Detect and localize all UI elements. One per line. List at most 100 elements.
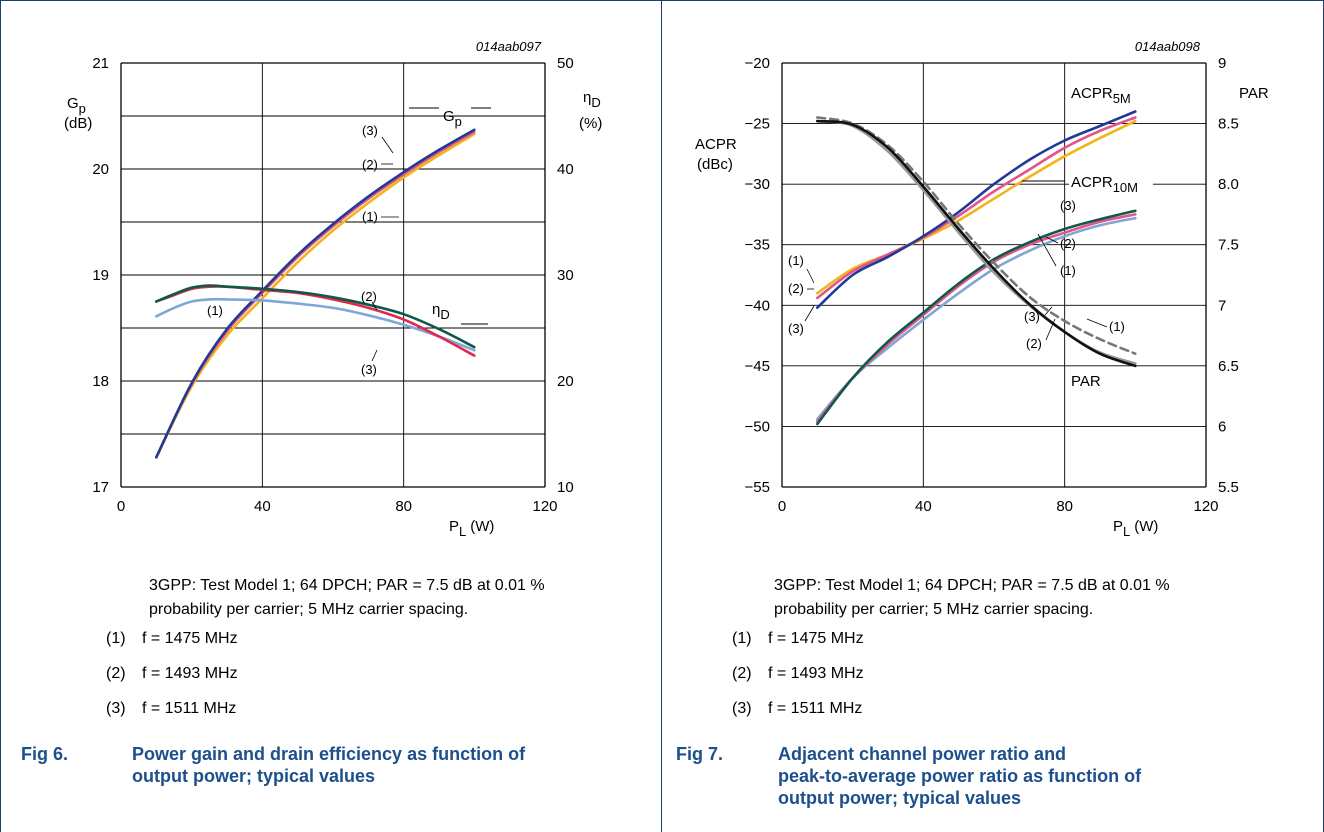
gain-efficiency-chart: 0 40 80 120 21 20 19 18 17 50 40 30 20 10 014aab097…: [64, 39, 602, 539]
legend: (1) f = 1475 MHz (2) f = 1493 MHz (3) f = 1…: [106, 628, 238, 733]
marker: (3): [1024, 309, 1040, 324]
grid: [120, 62, 546, 488]
left-tick-label: −40: [745, 297, 770, 314]
marker: (3): [362, 123, 378, 138]
x-tick-label: 120: [532, 498, 557, 515]
x-tick-label: 40: [254, 498, 271, 515]
right-axis-label: ηD: [583, 89, 601, 110]
marker: (1): [788, 253, 804, 268]
right-tick-label: 40: [557, 161, 574, 178]
marker: (1): [1060, 263, 1076, 278]
series-line: [155, 285, 476, 357]
figure-title-line: output power; typical values: [778, 788, 1022, 808]
eta-curve-label: ηD: [432, 301, 450, 322]
acpr10m-curve-label: ACPR10M: [1071, 174, 1138, 195]
left-tick-label: −45: [745, 358, 770, 375]
x-tick-label: 40: [915, 498, 932, 515]
left-tick-label: −30: [745, 176, 770, 193]
right-tick-label: 7.5: [1218, 237, 1239, 254]
right-axis-label: PAR: [1239, 85, 1269, 102]
par-curve-label: PAR: [1071, 373, 1101, 390]
marker: (2): [1060, 236, 1076, 251]
marker: (1): [1109, 319, 1125, 334]
series-line: [816, 119, 1137, 368]
figure-label: Fig 7.: [676, 744, 724, 764]
series-line: [816, 110, 1137, 309]
marker: (1): [207, 303, 223, 318]
left-tick-label: 17: [92, 479, 109, 496]
right-tick-labels: 50 40 30 20 10: [557, 55, 574, 496]
left-tick-labels: −20 −25 −30 −35 −40 −45 −50 −55: [745, 55, 770, 496]
right-tick-label: 10: [557, 479, 574, 496]
right-tick-label: 8.5: [1218, 116, 1239, 133]
marker: (1): [362, 209, 378, 224]
series-line: [816, 116, 1137, 355]
right-tick-label: 6: [1218, 418, 1226, 435]
left-axis-unit: (dB): [64, 115, 92, 132]
left-tick-label: 19: [92, 267, 109, 284]
left-tick-label: 21: [92, 55, 109, 72]
series-group: [155, 128, 476, 459]
left-axis-unit: (dBc): [697, 156, 733, 173]
series-line: [155, 128, 476, 459]
caption-line: 3GPP: Test Model 1; 64 DPCH; PAR = 7.5 d…: [149, 577, 545, 594]
chart-caption: 3GPP: Test Model 1; 64 DPCH; PAR = 7.5 d…: [774, 574, 1170, 622]
series-line: [155, 132, 476, 459]
legend-item: (2) f = 1493 MHz: [732, 665, 864, 682]
legend-item: (3) f = 1511 MHz: [732, 700, 863, 717]
left-tick-label: −20: [745, 55, 770, 72]
right-tick-label: 8.0: [1218, 176, 1239, 193]
marker: (2): [361, 289, 377, 304]
left-tick-label: −35: [745, 237, 770, 254]
marker: (3): [361, 362, 377, 377]
legend-item: (3) f = 1511 MHz: [106, 700, 237, 717]
series-line: [816, 209, 1137, 426]
marker: (2): [788, 281, 804, 296]
legend-item: (1) f = 1475 MHz: [106, 630, 238, 647]
chart-caption: 3GPP: Test Model 1; 64 DPCH; PAR = 7.5 d…: [149, 574, 545, 622]
marker: (3): [1060, 198, 1076, 213]
figure-6-panel: 0 40 80 120 21 20 19 18 17 50 40 30 20 10 014aab097…: [0, 0, 662, 832]
right-tick-label: 7: [1218, 297, 1226, 314]
caption-line: probability per carrier; 5 MHz carrier s…: [149, 601, 469, 618]
right-tick-label: 50: [557, 55, 574, 72]
acpr5m-curve-label: ACPR5M: [1071, 85, 1131, 106]
left-tick-label: 20: [92, 161, 109, 178]
legend: (1) f = 1475 MHz (2) f = 1493 MHz (3) f = 1…: [732, 628, 864, 733]
right-tick-label: 30: [557, 267, 574, 284]
right-axis-unit: (%): [579, 115, 602, 132]
right-tick-label: 6.5: [1218, 358, 1239, 375]
x-axis-label: PL (W): [449, 518, 494, 539]
left-tick-labels: 21 20 19 18 17: [92, 55, 109, 496]
series-line: [155, 297, 476, 352]
legend-item: (1) f = 1475 MHz: [732, 630, 864, 647]
figure-7-panel: 0 40 80 120 −20 −25 −30 −35 −40 −45 −50 −55 9 8.5 8.…: [662, 0, 1324, 832]
x-tick-labels: 0 40 80 120: [117, 498, 558, 515]
left-tick-label: 18: [92, 373, 109, 390]
right-tick-label: 5.5: [1218, 479, 1239, 496]
legend-item: (2) f = 1493 MHz: [106, 665, 238, 682]
x-axis-label: PL (W): [1113, 518, 1158, 539]
marker: (2): [1026, 336, 1042, 351]
series-line: [816, 116, 1137, 300]
series-group: [816, 110, 1137, 426]
chart-code: 014aab097: [476, 39, 542, 54]
caption-line: probability per carrier; 5 MHz carrier s…: [774, 601, 1094, 618]
left-tick-label: −55: [745, 479, 770, 496]
x-tick-label: 80: [1056, 498, 1073, 515]
right-tick-label: 20: [557, 373, 574, 390]
left-tick-label: −50: [745, 418, 770, 435]
x-tick-labels: 0 40 80 120: [778, 498, 1219, 515]
right-tick-labels: 9 8.5 8.0 7.5 7 6.5 6 5.5: [1218, 55, 1239, 496]
right-tick-label: 9: [1218, 55, 1226, 72]
marker: (2): [362, 157, 378, 172]
figure-title-line: output power; typical values: [132, 766, 376, 786]
x-tick-label: 80: [395, 498, 412, 515]
x-tick-label: 0: [778, 498, 786, 515]
left-tick-label: −25: [745, 116, 770, 133]
left-axis-label: ACPR: [695, 136, 737, 153]
figure-title-line: Adjacent channel power ratio and: [778, 744, 1067, 764]
acpr-par-chart: 0 40 80 120 −20 −25 −30 −35 −40 −45 −50 −55 9 8.5 8.…: [695, 39, 1269, 539]
x-tick-label: 0: [117, 498, 125, 515]
figure-label: Fig 6.: [21, 744, 69, 764]
